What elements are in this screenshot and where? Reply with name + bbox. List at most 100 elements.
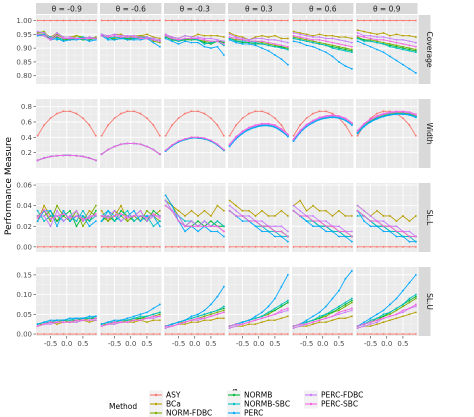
- data-point: [338, 48, 340, 51]
- data-point: [363, 215, 365, 217]
- data-point: [190, 315, 193, 318]
- data-point: [164, 199, 167, 202]
- data-point: [402, 34, 404, 37]
- data-point: [210, 220, 212, 223]
- data-point: [402, 19, 404, 22]
- data-point: [133, 333, 135, 335]
- data-point: [139, 245, 142, 248]
- data-point: [113, 319, 116, 322]
- data-point: [299, 215, 301, 217]
- data-point: [222, 40, 225, 43]
- data-point: [395, 220, 398, 223]
- data-point: [126, 36, 129, 38]
- data-point: [338, 245, 340, 248]
- series-line: [229, 38, 288, 50]
- data-point: [350, 49, 353, 52]
- data-point: [100, 323, 103, 326]
- data-point: [325, 44, 327, 47]
- data-point: [312, 321, 314, 324]
- data-point: [280, 285, 283, 288]
- data-point: [402, 117, 404, 120]
- data-point: [139, 315, 142, 318]
- data-point: [139, 220, 142, 223]
- data-point: [402, 45, 404, 48]
- data-point: [222, 230, 225, 233]
- data-point: [408, 230, 411, 233]
- series-line: [165, 36, 224, 45]
- data-point: [248, 38, 250, 41]
- data-point: [43, 34, 45, 37]
- data-point: [56, 333, 58, 335]
- data-point: [369, 215, 372, 217]
- data-point: [414, 49, 417, 52]
- data-point: [254, 37, 257, 40]
- data-point: [312, 45, 314, 48]
- data-point: [146, 315, 148, 318]
- data-point: [100, 245, 103, 248]
- data-point: [113, 145, 116, 148]
- data-point: [292, 325, 295, 328]
- data-point: [350, 301, 353, 304]
- data-point: [274, 245, 276, 248]
- series-line: [357, 304, 417, 327]
- data-point: [318, 36, 321, 38]
- data-point: [228, 333, 231, 335]
- data-point: [43, 208, 45, 211]
- data-point: [280, 47, 283, 50]
- data-point: [376, 313, 378, 316]
- data-point: [62, 40, 65, 43]
- data-point: [402, 311, 404, 314]
- series-line: [165, 136, 225, 151]
- data-point: [286, 245, 289, 248]
- data-point: [254, 323, 257, 326]
- data-point: [203, 112, 206, 115]
- data-point: [113, 245, 116, 248]
- data-point: [171, 36, 173, 38]
- data-point: [280, 305, 283, 308]
- column-strip-label: θ = -0.6: [116, 4, 147, 13]
- data-point: [299, 199, 301, 202]
- data-point: [369, 225, 372, 228]
- data-point: [158, 38, 161, 41]
- data-point: [43, 321, 45, 324]
- data-point: [216, 220, 219, 223]
- data-point: [286, 19, 289, 22]
- series-line: [357, 29, 416, 38]
- data-point: [414, 51, 417, 54]
- data-point: [395, 230, 398, 233]
- data-point: [133, 321, 135, 324]
- data-point: [94, 159, 97, 162]
- data-point: [107, 321, 109, 324]
- data-point: [184, 323, 186, 326]
- data-point: [164, 245, 167, 248]
- series-line: [293, 116, 353, 142]
- data-point: [312, 119, 314, 122]
- series-line: [37, 209, 97, 220]
- series-line: [165, 110, 225, 137]
- data-point: [369, 32, 372, 34]
- series-line: [293, 31, 352, 39]
- data-point: [395, 333, 398, 335]
- data-point: [382, 317, 385, 320]
- data-point: [382, 333, 385, 335]
- y-tick-label: 0.04: [16, 202, 32, 210]
- data-point: [152, 148, 155, 151]
- y-tick-label: 0.4: [21, 134, 33, 142]
- data-point: [69, 209, 71, 212]
- data-point: [389, 230, 391, 233]
- data-point: [235, 40, 237, 43]
- data-point: [94, 220, 97, 223]
- data-point: [376, 319, 378, 322]
- data-point: [274, 38, 276, 41]
- series-line: [229, 210, 289, 237]
- data-point: [146, 117, 148, 120]
- data-point: [389, 114, 391, 116]
- data-point: [344, 36, 347, 38]
- series-line: [229, 123, 289, 146]
- x-tick-label: 0.0: [253, 340, 264, 348]
- series-line: [101, 311, 161, 325]
- data-point: [331, 116, 334, 119]
- data-point: [274, 34, 276, 37]
- data-point: [402, 110, 404, 113]
- data-point: [338, 19, 340, 22]
